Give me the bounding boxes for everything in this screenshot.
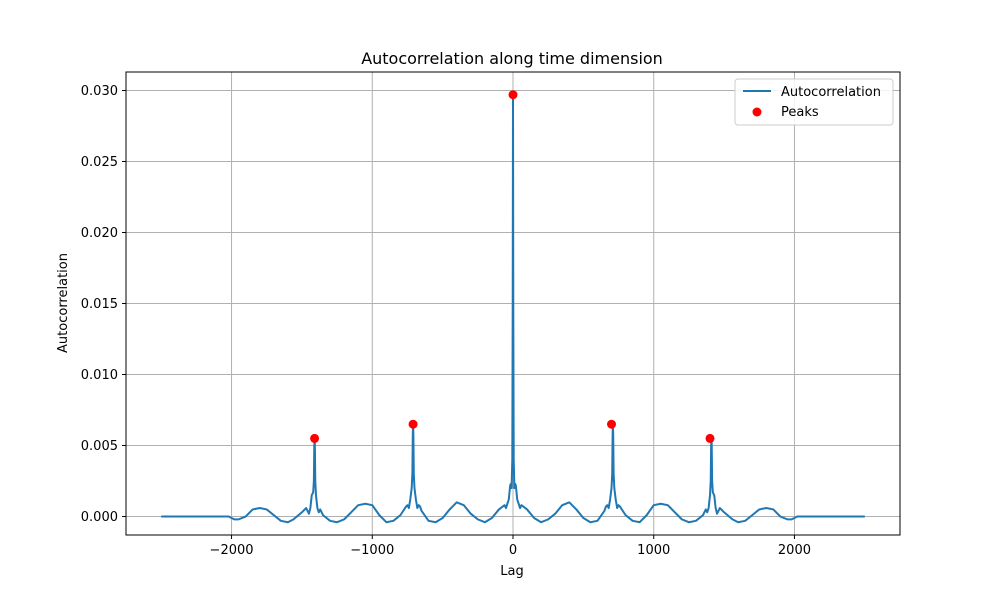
peak-point bbox=[408, 419, 418, 429]
legend-box bbox=[734, 78, 894, 126]
legend-label-autocorrelation: Autocorrelation bbox=[781, 85, 881, 100]
y-axis-ticks: 0.000 0.005 0.010 0.015 0.020 0.025 0.030 bbox=[81, 84, 126, 525]
y-tick-label: 0.015 bbox=[81, 297, 118, 312]
x-tick-label: 1000 bbox=[637, 543, 670, 558]
y-tick-label: 0.010 bbox=[81, 368, 118, 383]
peak-point bbox=[310, 433, 320, 443]
chart-title: Autocorrelation along time dimension bbox=[361, 49, 663, 68]
legend: Autocorrelation Peaks bbox=[734, 78, 894, 126]
x-tick-label: 2000 bbox=[778, 543, 811, 558]
y-tick-label: 0.000 bbox=[81, 510, 118, 525]
y-tick-label: 0.030 bbox=[81, 84, 118, 99]
x-tick-label: −2000 bbox=[210, 543, 254, 558]
x-axis-label: Lag bbox=[500, 564, 523, 579]
plot-area bbox=[161, 90, 865, 524]
x-tick-label: 0 bbox=[509, 543, 517, 558]
peak-point bbox=[508, 90, 518, 100]
legend-dot-swatch bbox=[752, 107, 762, 117]
peak-point bbox=[705, 433, 715, 443]
autocorrelation-line bbox=[161, 93, 865, 524]
peak-point bbox=[607, 419, 617, 429]
legend-label-peaks: Peaks bbox=[781, 105, 819, 120]
x-axis-ticks: −2000 −1000 0 1000 2000 bbox=[210, 535, 811, 558]
y-axis-label: Autocorrelation bbox=[56, 253, 71, 353]
y-tick-label: 0.005 bbox=[81, 439, 118, 454]
x-tick-label: −1000 bbox=[350, 543, 394, 558]
y-tick-label: 0.020 bbox=[81, 226, 118, 241]
y-tick-label: 0.025 bbox=[81, 155, 118, 170]
